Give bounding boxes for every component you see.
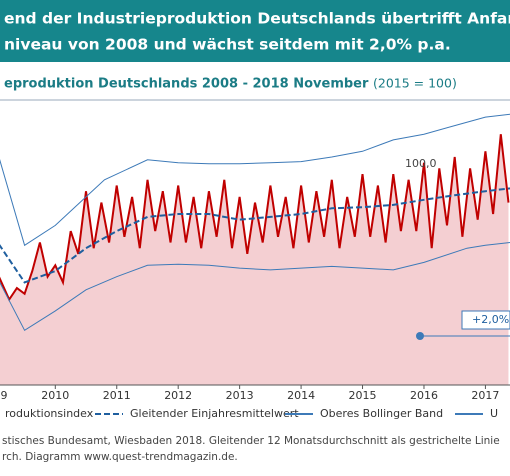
- plot: [0, 113, 510, 385]
- legend-label: Oberes Bollinger Band: [320, 407, 443, 420]
- legend-label: U: [490, 407, 498, 420]
- x-tick-label: 2013: [226, 389, 254, 402]
- x-tick-label: 2010: [41, 389, 69, 402]
- area: [0, 134, 509, 385]
- x-tick-label: 2011: [103, 389, 131, 402]
- header-line: niveau von 2008 und wächst seitdem mit 2…: [4, 36, 451, 54]
- chart-title: eproduktion Deutschlands 2008 - 2018 Nov…: [4, 77, 369, 92]
- x-tick-label: 9: [1, 389, 8, 402]
- series-line: [0, 134, 510, 302]
- x-tick-label: 2015: [349, 389, 377, 402]
- x-tick-label: 2012: [164, 389, 192, 402]
- annotation: 100,0: [405, 157, 437, 170]
- x-tick-label: 2017: [471, 389, 499, 402]
- series-line: [0, 187, 510, 284]
- chart-subtitle: (2015 = 100): [373, 76, 457, 91]
- footer-line: rch. Diagramm www.quest-trendmagazin.de.: [2, 451, 238, 463]
- trend-dot: [416, 332, 424, 340]
- legend-label: roduktionsindex: [5, 407, 94, 420]
- series-line: [0, 113, 510, 247]
- footer-line: stisches Bundesamt, Wiesbaden 2018. Glei…: [2, 435, 500, 447]
- series-line: [0, 242, 510, 332]
- x-tick-label: 2014: [287, 389, 315, 402]
- annotation: +2,0%: [472, 313, 509, 326]
- legend: roduktionsindex Gleitender Einjahresmitte…: [5, 407, 498, 420]
- header-band: [0, 0, 510, 62]
- header-line: end der Industrieproduktion Deutschlands…: [4, 10, 510, 28]
- legend-label: Gleitender Einjahresmittelwert: [130, 407, 299, 420]
- x-tick-label: 2016: [410, 389, 438, 402]
- annotation-box: [461, 310, 510, 330]
